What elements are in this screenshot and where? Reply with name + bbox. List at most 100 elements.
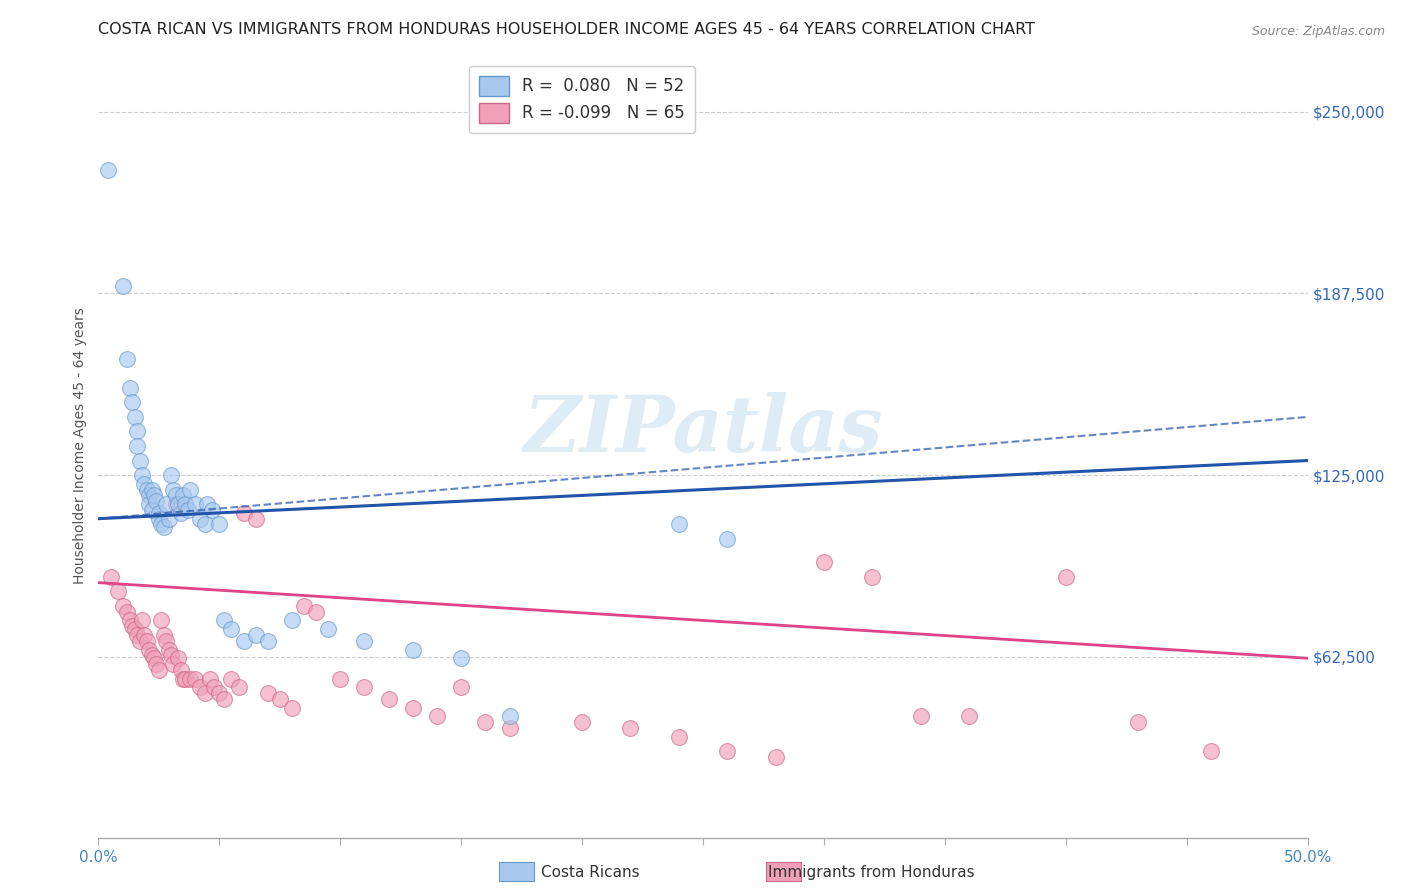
Point bbox=[245, 511, 267, 525]
Point bbox=[121, 619, 143, 633]
Point bbox=[194, 517, 217, 532]
Point bbox=[221, 672, 243, 686]
Point bbox=[107, 584, 129, 599]
Point bbox=[127, 628, 149, 642]
Point bbox=[97, 162, 120, 177]
Point bbox=[1199, 744, 1222, 758]
Point bbox=[162, 657, 184, 671]
Point bbox=[141, 503, 163, 517]
Text: Immigrants from Honduras: Immigrants from Honduras bbox=[769, 865, 974, 880]
Point bbox=[184, 497, 207, 511]
Point bbox=[152, 520, 174, 534]
Point bbox=[111, 279, 134, 293]
Point bbox=[957, 709, 980, 723]
Point bbox=[232, 506, 254, 520]
Point bbox=[619, 721, 641, 735]
Point bbox=[148, 663, 170, 677]
Point bbox=[179, 672, 201, 686]
Point bbox=[169, 506, 191, 520]
Y-axis label: Householder Income Ages 45 - 64 years: Householder Income Ages 45 - 64 years bbox=[73, 308, 87, 584]
Point bbox=[157, 511, 180, 525]
Point bbox=[150, 517, 173, 532]
Point bbox=[765, 750, 787, 764]
Point bbox=[118, 614, 141, 628]
Point bbox=[172, 488, 194, 502]
Point bbox=[138, 488, 160, 502]
Point bbox=[474, 715, 496, 730]
Point bbox=[134, 476, 156, 491]
Point bbox=[135, 633, 157, 648]
Point bbox=[668, 517, 690, 532]
Point bbox=[208, 686, 231, 700]
Point bbox=[232, 633, 254, 648]
Point bbox=[128, 633, 150, 648]
Point bbox=[316, 622, 339, 636]
Point bbox=[127, 425, 149, 439]
Point bbox=[165, 497, 187, 511]
Point bbox=[668, 730, 690, 744]
Point bbox=[256, 686, 278, 700]
Point bbox=[860, 570, 883, 584]
Point bbox=[281, 614, 304, 628]
Point bbox=[208, 517, 231, 532]
Point bbox=[402, 700, 425, 714]
Text: ZIPatlas: ZIPatlas bbox=[523, 392, 883, 468]
Point bbox=[135, 483, 157, 497]
Point bbox=[174, 497, 197, 511]
Point bbox=[174, 672, 197, 686]
FancyBboxPatch shape bbox=[766, 862, 801, 881]
Point bbox=[426, 709, 449, 723]
Point bbox=[184, 672, 207, 686]
Point bbox=[353, 633, 375, 648]
Point bbox=[148, 506, 170, 520]
Point bbox=[450, 681, 472, 695]
Point bbox=[134, 628, 156, 642]
Point bbox=[138, 497, 160, 511]
Point bbox=[124, 409, 146, 424]
Point bbox=[172, 672, 194, 686]
Point bbox=[188, 681, 211, 695]
Point bbox=[571, 715, 593, 730]
FancyBboxPatch shape bbox=[499, 862, 534, 881]
Point bbox=[195, 497, 218, 511]
Point bbox=[329, 672, 352, 686]
Point bbox=[1128, 715, 1150, 730]
Point bbox=[131, 614, 153, 628]
Point bbox=[155, 497, 177, 511]
Point bbox=[498, 721, 520, 735]
Point bbox=[150, 614, 173, 628]
Point bbox=[155, 633, 177, 648]
Text: COSTA RICAN VS IMMIGRANTS FROM HONDURAS HOUSEHOLDER INCOME AGES 45 - 64 YEARS CO: COSTA RICAN VS IMMIGRANTS FROM HONDURAS … bbox=[98, 22, 1035, 37]
Point bbox=[221, 622, 243, 636]
Point bbox=[121, 395, 143, 409]
Point bbox=[111, 599, 134, 613]
Point bbox=[179, 483, 201, 497]
Point bbox=[212, 692, 235, 706]
Point bbox=[127, 439, 149, 453]
Point bbox=[269, 692, 291, 706]
Point bbox=[118, 381, 141, 395]
Point bbox=[177, 503, 200, 517]
Point bbox=[141, 648, 163, 663]
Point bbox=[910, 709, 932, 723]
Text: Source: ZipAtlas.com: Source: ZipAtlas.com bbox=[1251, 25, 1385, 38]
Point bbox=[128, 453, 150, 467]
Point bbox=[353, 681, 375, 695]
Point bbox=[157, 642, 180, 657]
Point bbox=[165, 488, 187, 502]
Point bbox=[256, 633, 278, 648]
Point bbox=[204, 681, 226, 695]
Point bbox=[162, 483, 184, 497]
Point bbox=[813, 555, 835, 569]
Point bbox=[212, 614, 235, 628]
Point bbox=[141, 483, 163, 497]
Point bbox=[377, 692, 399, 706]
Point bbox=[145, 494, 167, 508]
Point bbox=[167, 497, 190, 511]
Point bbox=[292, 599, 315, 613]
Point bbox=[716, 532, 738, 546]
Point bbox=[188, 511, 211, 525]
Point bbox=[124, 622, 146, 636]
Point bbox=[305, 605, 328, 619]
Point bbox=[198, 672, 221, 686]
